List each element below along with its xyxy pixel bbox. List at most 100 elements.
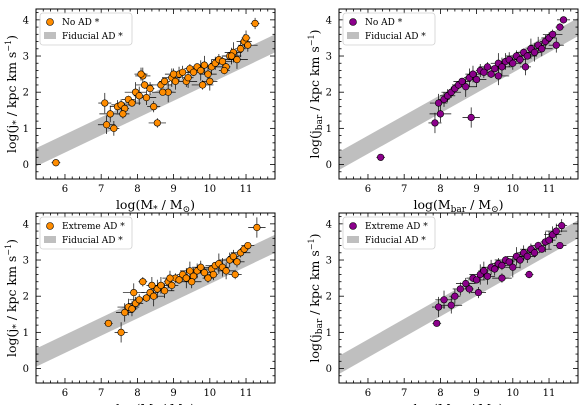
data-point [128, 99, 136, 107]
data-point [142, 94, 151, 102]
data-point [150, 103, 158, 111]
x-tick-label: 6 [62, 184, 68, 195]
y-tick-label: 0 [326, 364, 332, 375]
data-point [447, 301, 455, 309]
data-point [556, 241, 564, 250]
data-point [233, 258, 241, 266]
y-tick-label: 1 [326, 124, 332, 135]
data-point [182, 274, 190, 282]
data-point [538, 245, 546, 253]
data-point [525, 270, 533, 279]
x-tick-label: 9 [170, 388, 176, 399]
x-tick-label: 11 [543, 388, 556, 399]
legend: No AD * Fiducial AD * [39, 12, 133, 46]
x-tick-label: 9 [473, 184, 479, 195]
data-point [128, 305, 136, 313]
y-tick-label: 2 [23, 88, 29, 99]
x-tick-label: 6 [365, 388, 371, 399]
legend: No AD * Fiducial AD * [342, 12, 436, 46]
data-point [184, 74, 192, 82]
legend-marker-band [347, 236, 359, 243]
data-point [516, 56, 524, 64]
x-tick-label: 10 [203, 388, 216, 399]
y-tick-label: 4 [23, 219, 29, 230]
x-tick-label: 6 [62, 388, 68, 399]
data-point [498, 63, 506, 71]
data-point [166, 274, 174, 282]
legend-marker-band [44, 236, 56, 243]
data-point [434, 99, 443, 107]
legend-marker-points [349, 18, 357, 26]
data-point [530, 249, 539, 257]
data-point [110, 124, 118, 132]
y-tick-label: 1 [326, 328, 332, 339]
plot-area [36, 217, 275, 367]
x-axis-label: log(M*​ / M⊙​) [116, 197, 195, 215]
fiducial-band [36, 34, 275, 167]
y-axis-label: log(j* / kpc km s−1) [4, 35, 22, 153]
data-point [227, 52, 236, 60]
y-axis-label: log(j* / kpc km s−1) [4, 239, 22, 357]
data-point [473, 276, 481, 284]
data-point [467, 113, 475, 122]
y-tick-label: 3 [326, 256, 332, 267]
legend-label-points: No AD * [365, 18, 403, 28]
y-tick-label: 3 [23, 52, 29, 63]
legend-label-points: Extreme AD * [62, 222, 125, 232]
data-point [509, 59, 517, 67]
legend-marker-points [46, 222, 54, 230]
data-point [231, 270, 239, 279]
y-axis-label: log(jbar / kpc km s−1) [307, 30, 325, 159]
y-axis-label: log(jbar / kpc km s−1) [307, 234, 325, 363]
legend-marker-points [46, 18, 54, 26]
data-point [498, 274, 506, 282]
x-tick-label: 8 [134, 388, 140, 399]
legend-label-points: No AD * [62, 18, 100, 28]
data-point [559, 16, 568, 24]
legend-marker-band [347, 32, 359, 39]
data-point [146, 84, 154, 93]
data-point [465, 285, 473, 293]
legend-marker-band [44, 32, 56, 39]
x-tick-label: 7 [98, 388, 104, 399]
data-point [222, 267, 230, 275]
data-point [521, 63, 530, 71]
legend: Extreme AD * Fiducial AD * [39, 216, 133, 250]
data-point [206, 77, 214, 85]
x-tick-label: 8 [134, 184, 140, 195]
data-point [200, 269, 208, 277]
y-tick-label: 4 [23, 15, 29, 26]
data-point [160, 287, 169, 295]
data-point [101, 99, 109, 107]
data-point [436, 110, 444, 118]
data-point [52, 159, 60, 167]
data-point [509, 263, 517, 271]
data-point [229, 252, 237, 261]
x-axis-label: log(Mbar​ / M⊙​) [413, 401, 503, 405]
legend-marker-points [349, 222, 357, 230]
data-point [549, 30, 557, 38]
data-point [137, 70, 145, 78]
x-tick-label: 7 [98, 184, 104, 195]
data-point [179, 68, 187, 76]
data-point [545, 236, 553, 244]
data-point [480, 267, 488, 275]
data-point [130, 288, 138, 297]
data-point [523, 52, 531, 60]
x-tick-label: 9 [170, 184, 176, 195]
panel-3: 6 7 8 9 10 11 0 1 2 3 4 log(M*​ / M⊙​) log(j* / kpc … [4, 212, 276, 405]
axes-frame [35, 8, 276, 180]
x-tick-label: 10 [506, 388, 519, 399]
data-point [104, 319, 113, 327]
data-point [433, 319, 441, 327]
data-point [119, 110, 127, 118]
x-tick-label: 10 [506, 184, 519, 195]
data-point [434, 303, 443, 311]
data-point [188, 278, 196, 286]
data-point [462, 83, 470, 91]
x-axis-label: log(Mbar​ / M⊙​) [413, 197, 503, 215]
data-point [175, 276, 183, 284]
data-point [117, 328, 125, 336]
x-tick-label: 9 [473, 388, 479, 399]
